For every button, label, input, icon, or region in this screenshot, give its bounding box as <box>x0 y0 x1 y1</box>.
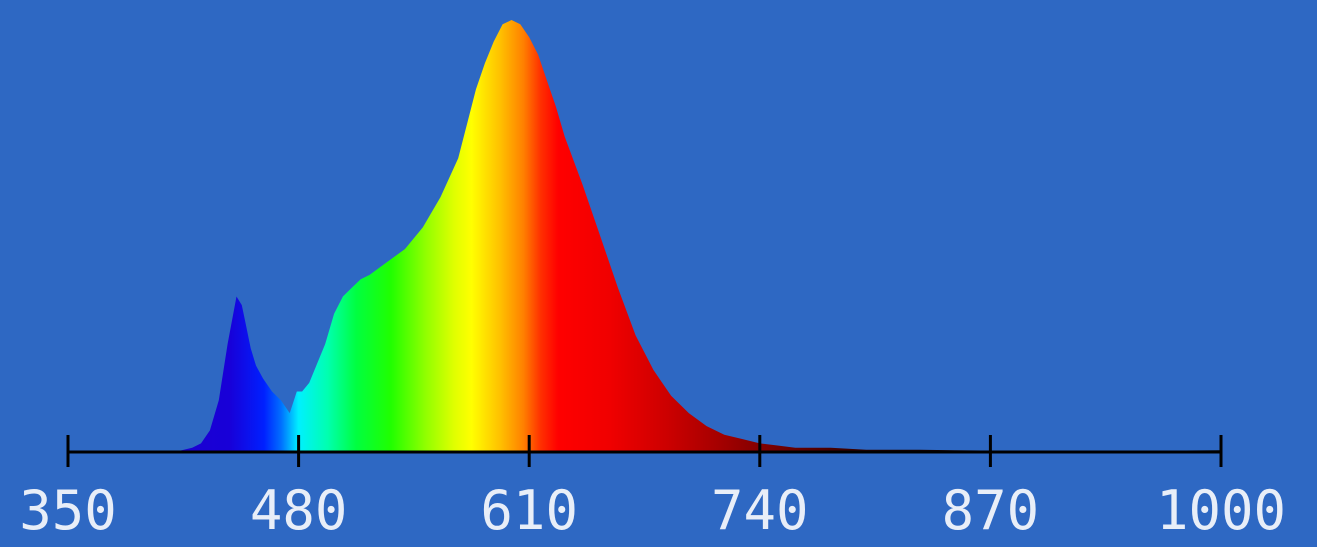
x-tick-label: 610 <box>480 479 578 542</box>
x-tick-label: 740 <box>711 479 809 542</box>
x-tick-label: 1000 <box>1156 479 1286 542</box>
x-axis-ticks: 350 480 610 740 870 1000 <box>19 435 1286 542</box>
x-tick-label: 350 <box>19 479 117 542</box>
x-tick-label: 480 <box>250 479 348 542</box>
x-tick-label: 870 <box>942 479 1040 542</box>
spectrum-area <box>68 20 1221 452</box>
